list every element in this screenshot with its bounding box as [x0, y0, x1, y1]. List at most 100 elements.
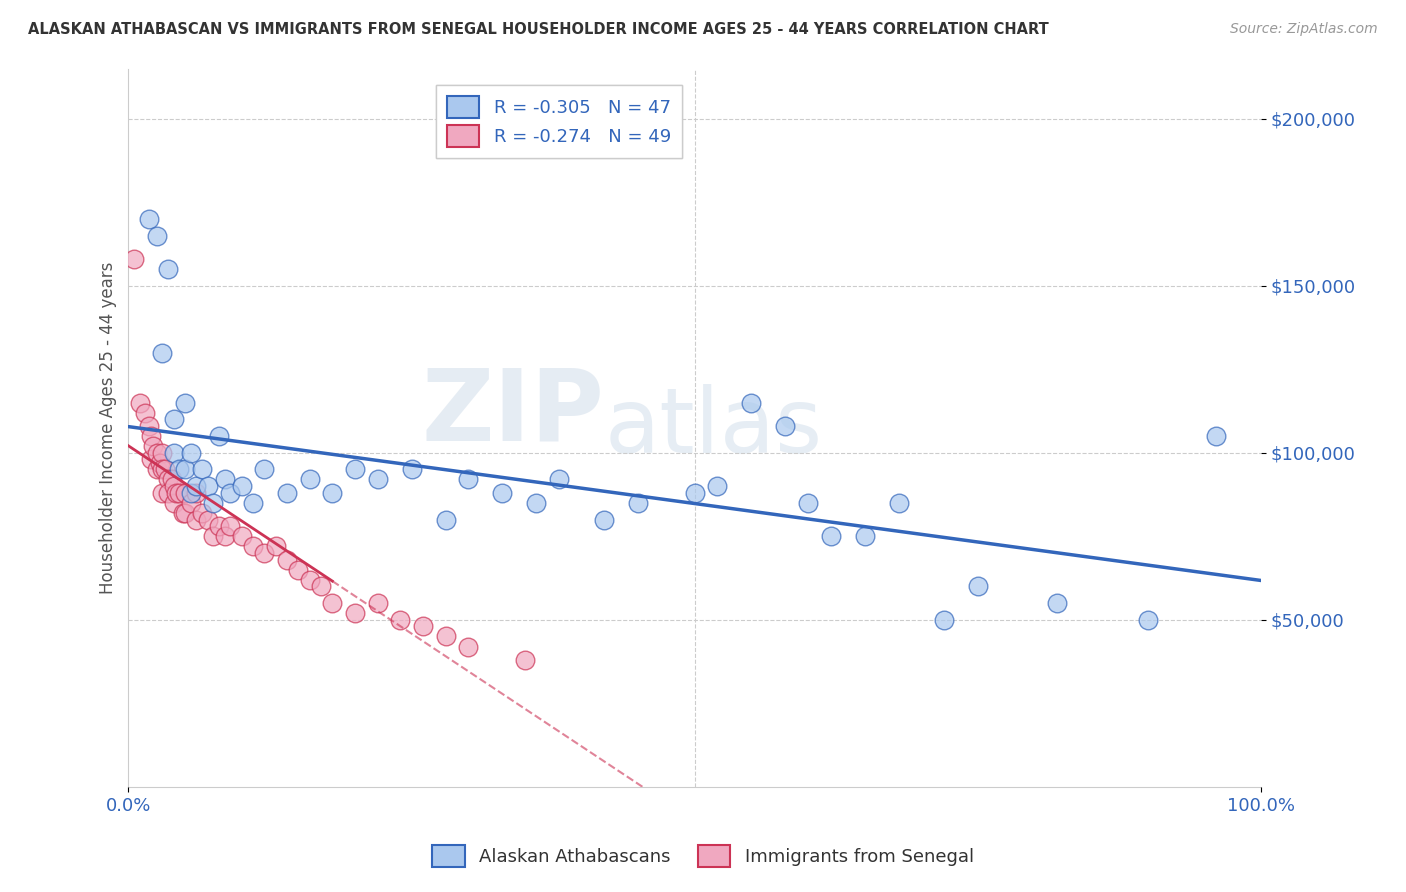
Point: [191, 506, 214, 520]
Point: [276, 552, 298, 566]
Point: [169, 485, 191, 500]
Point: [343, 462, 366, 476]
Point: [683, 485, 706, 500]
Text: Source: ZipAtlas.com: Source: ZipAtlas.com: [1230, 22, 1378, 37]
Point: [208, 429, 231, 443]
Point: [202, 496, 225, 510]
Point: [169, 462, 191, 476]
Point: [1205, 429, 1227, 443]
Y-axis label: Householder Income Ages 25 - 44 years: Householder Income Ages 25 - 44 years: [100, 261, 117, 594]
Point: [797, 496, 820, 510]
Point: [389, 613, 412, 627]
Point: [139, 429, 162, 443]
Point: [197, 512, 219, 526]
Point: [1046, 596, 1069, 610]
Point: [146, 228, 169, 243]
Point: [128, 395, 150, 409]
Legend: R = -0.305   N = 47, R = -0.274   N = 49: R = -0.305 N = 47, R = -0.274 N = 49: [436, 85, 682, 158]
Point: [491, 485, 513, 500]
Point: [174, 395, 197, 409]
Text: ALASKAN ATHABASCAN VS IMMIGRANTS FROM SENEGAL HOUSEHOLDER INCOME AGES 25 - 44 YE: ALASKAN ATHABASCAN VS IMMIGRANTS FROM SE…: [28, 22, 1049, 37]
Point: [276, 485, 298, 500]
Point: [152, 345, 174, 359]
Point: [157, 485, 180, 500]
Point: [932, 613, 955, 627]
Point: [231, 479, 253, 493]
Point: [887, 496, 910, 510]
Point: [180, 485, 202, 500]
Point: [740, 395, 762, 409]
Point: [174, 485, 197, 500]
Point: [163, 479, 186, 493]
Point: [966, 579, 988, 593]
Point: [434, 512, 457, 526]
Point: [321, 596, 343, 610]
Point: [163, 446, 186, 460]
Point: [214, 529, 236, 543]
Point: [186, 512, 208, 526]
Point: [401, 462, 423, 476]
Point: [180, 446, 202, 460]
Point: [134, 406, 156, 420]
Point: [122, 252, 145, 266]
Point: [142, 439, 165, 453]
Point: [174, 506, 197, 520]
Point: [412, 619, 434, 633]
Point: [627, 496, 650, 510]
Point: [524, 496, 547, 510]
Point: [157, 262, 180, 277]
Point: [146, 446, 169, 460]
Point: [309, 579, 332, 593]
Point: [820, 529, 842, 543]
Point: [138, 419, 160, 434]
Point: [775, 419, 797, 434]
Point: [253, 462, 276, 476]
Point: [367, 596, 389, 610]
Point: [434, 630, 457, 644]
Point: [163, 412, 186, 426]
Point: [219, 485, 242, 500]
Point: [547, 473, 569, 487]
Text: atlas: atlas: [605, 384, 823, 472]
Point: [138, 211, 160, 226]
Point: [1136, 613, 1159, 627]
Point: [457, 473, 479, 487]
Legend: Alaskan Athabascans, Immigrants from Senegal: Alaskan Athabascans, Immigrants from Sen…: [425, 838, 981, 874]
Point: [165, 485, 187, 500]
Point: [219, 519, 242, 533]
Point: [139, 452, 162, 467]
Point: [163, 496, 186, 510]
Point: [343, 606, 366, 620]
Point: [208, 519, 231, 533]
Point: [457, 640, 479, 654]
Point: [242, 496, 264, 510]
Text: ZIP: ZIP: [422, 365, 605, 462]
Point: [174, 462, 197, 476]
Point: [593, 512, 616, 526]
Point: [149, 456, 172, 470]
Point: [152, 485, 174, 500]
Point: [706, 479, 728, 493]
Point: [298, 473, 321, 487]
Point: [197, 479, 219, 493]
Point: [242, 539, 264, 553]
Point: [202, 529, 225, 543]
Point: [157, 473, 180, 487]
Point: [186, 479, 208, 493]
Point: [253, 546, 276, 560]
Point: [152, 462, 174, 476]
Point: [264, 539, 287, 553]
Point: [152, 446, 174, 460]
Point: [191, 462, 214, 476]
Point: [214, 473, 236, 487]
Point: [287, 563, 309, 577]
Point: [513, 653, 536, 667]
Point: [146, 462, 169, 476]
Point: [160, 473, 183, 487]
Point: [367, 473, 389, 487]
Point: [298, 573, 321, 587]
Point: [853, 529, 876, 543]
Point: [186, 485, 208, 500]
Point: [231, 529, 253, 543]
Point: [321, 485, 343, 500]
